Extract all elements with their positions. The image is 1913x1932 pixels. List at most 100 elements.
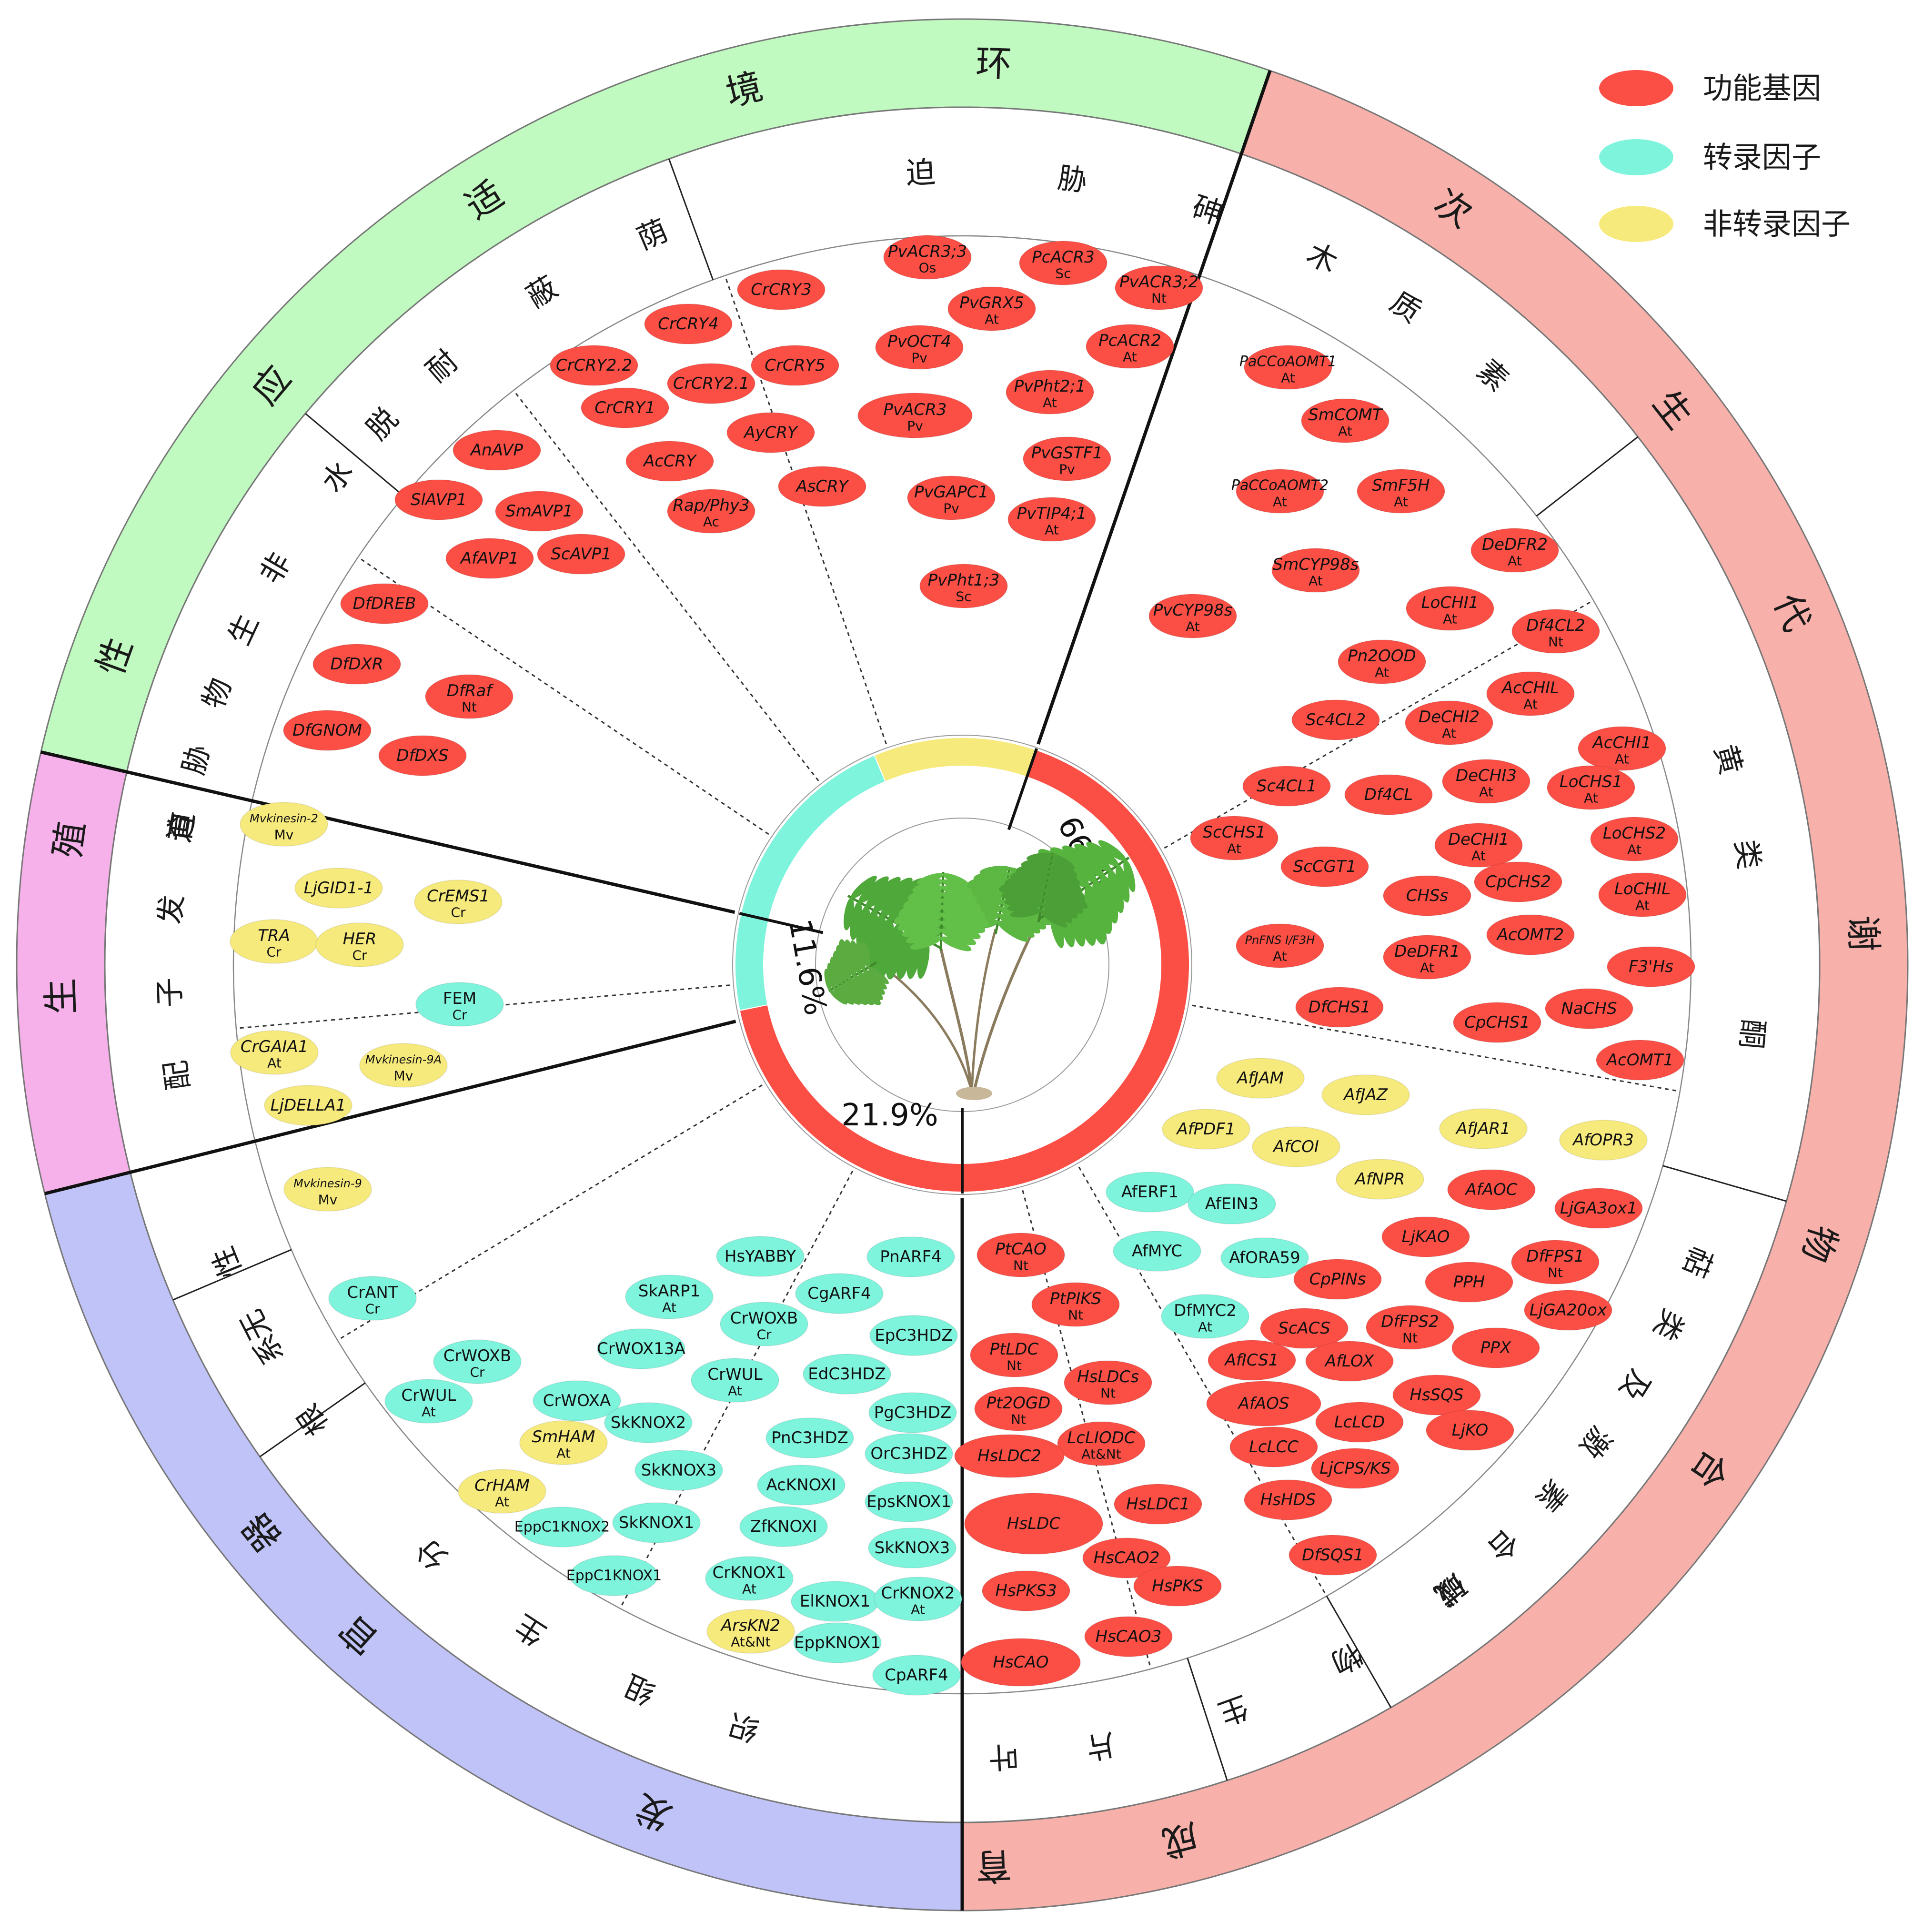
gene-ellipse: ScACS [1260,1308,1349,1349]
fern-pinna [844,897,854,931]
gene-name: CrWOX13A [597,1339,685,1358]
gene-name: SkKNOX1 [619,1513,695,1532]
gene-ellipse: CrCRY1 [581,387,669,428]
gene-ellipse-shape [1486,671,1575,716]
gene-name: PnFNS I/F3H [1245,933,1315,947]
gene-name: ScCGT1 [1293,857,1357,876]
gene-name: AfJAM [1236,1069,1284,1088]
gene-name: EpsKNOX1 [866,1492,951,1511]
legend-label-1: 转录因子 [1703,140,1821,175]
gene-ellipse: AfJAR1 [1439,1108,1528,1149]
gene-name: CpARF4 [885,1666,948,1685]
gene-ellipse: PvPht1;3Sc [919,564,1008,608]
gene-ellipse: EdC3HDZ [803,1354,891,1395]
legend-swatch-0 [1599,70,1673,106]
gene-name: PPH [1453,1273,1485,1292]
divider-gamete-asexual [172,1249,292,1301]
gene-ellipse: HsCAO3 [1084,1616,1173,1657]
gene-ellipse: SkKNOX1 [612,1502,701,1543]
gene-ellipse-shape [1392,1375,1481,1416]
gene-name: LoCHS2 [1603,824,1666,843]
gene-species: Cr [365,1301,380,1317]
gene-ellipse: ZfKNOXI [739,1506,828,1547]
gene-name: FEM [443,989,476,1008]
gene-name: CrKNOX2 [881,1584,955,1603]
gene-ellipse-shape [1301,398,1389,443]
fern-pinna [1021,858,1052,868]
fern-pinna [903,891,943,909]
gene-name: ElKNOX1 [800,1592,870,1611]
gene-name: AfMYC [1132,1242,1182,1261]
gene-species: Cr [451,905,466,920]
gene-ellipse-shape [1406,586,1494,631]
gene-ellipse-shape [868,1527,956,1568]
gene-ellipse: LjGA20ox [1524,1290,1612,1331]
gene-name: HsPKS [1152,1577,1203,1596]
fern-pinna [1086,842,1119,867]
gene-ellipse-shape [778,466,866,507]
gene-species: At [1471,848,1486,864]
gene-species: Os [919,260,936,276]
gene-ellipse-shape [691,1358,779,1403]
gene-ellipse-shape [1383,935,1471,980]
gene-species: At [1281,370,1295,386]
gene-name: Sc4CL2 [1306,710,1366,729]
gene-ellipse-shape [445,538,534,579]
gene-species: Nt [1013,1258,1028,1274]
gene-name: NaCHS [1561,999,1617,1018]
gene-species: At [728,1383,742,1399]
gene-name: Mvkinesin-9 [293,1177,362,1190]
gene-ellipse-shape [1019,241,1108,285]
gene-ellipse-shape [1064,1360,1152,1405]
gene-name: DfFPS1 [1526,1247,1584,1266]
gene-ellipse-shape [947,286,1036,331]
gene-species: At [911,1602,925,1618]
gene-ellipse-shape [458,1469,546,1514]
gene-ellipse: HsLDC1 [1114,1484,1202,1525]
gene-name: CgARF4 [807,1284,871,1303]
gene-species: At [1309,573,1323,589]
gene-ellipse: LjGID1-1 [294,868,383,909]
fern-pinna [1047,875,1086,901]
gene-ellipse: PnARF4 [866,1236,955,1277]
gene-ellipse: CrCRY2.2 [550,345,638,386]
gene-ellipse: Mvkinesin-2 Mv [240,802,328,847]
fern-pinna [1048,870,1083,893]
gene-ellipse: AfOPR3 [1559,1120,1648,1161]
gene-ellipse-shape [982,1570,1070,1611]
gene-ellipse-shape [1366,1305,1454,1350]
gene-ellipse: PvTIP4;1At [1007,497,1096,542]
gene-ellipse: ScCGT1 [1280,846,1369,887]
gene-ellipse: LjKAO [1381,1216,1470,1257]
gene-ellipse: HsLDC [964,1493,1103,1555]
gene-name: AcCHI1 [1592,733,1651,752]
gene-ellipse: LjDELLA1 [264,1085,352,1126]
gene-name: AcCHIL [1501,678,1559,698]
gene-name: CHSs [1406,886,1449,905]
gene-ellipse-shape [1511,1240,1600,1285]
gene-ellipse: AcCRY [625,441,714,482]
gene-ellipse: CrWOXA [533,1380,621,1421]
fern-pinna [830,957,840,986]
gene-ellipse: CpCHS1 [1453,1002,1541,1043]
gene-ellipse: AfERF1 [1106,1172,1194,1213]
gene-species: Cr [452,1007,467,1023]
gene-ellipse: CrCRY3 [737,269,826,310]
gene-ellipse-shape [865,1433,953,1474]
gene-species: At [1375,665,1389,680]
gene-ellipse-shape [533,1380,621,1421]
gene-species: At [1420,960,1434,976]
gene-ellipse: Sc4CL2 [1291,699,1380,740]
divider-flavonoid-terpenoid [1662,1165,1787,1202]
fern-pinna [858,876,889,903]
fern-pinna [833,951,844,984]
gene-species: At [1186,619,1200,635]
